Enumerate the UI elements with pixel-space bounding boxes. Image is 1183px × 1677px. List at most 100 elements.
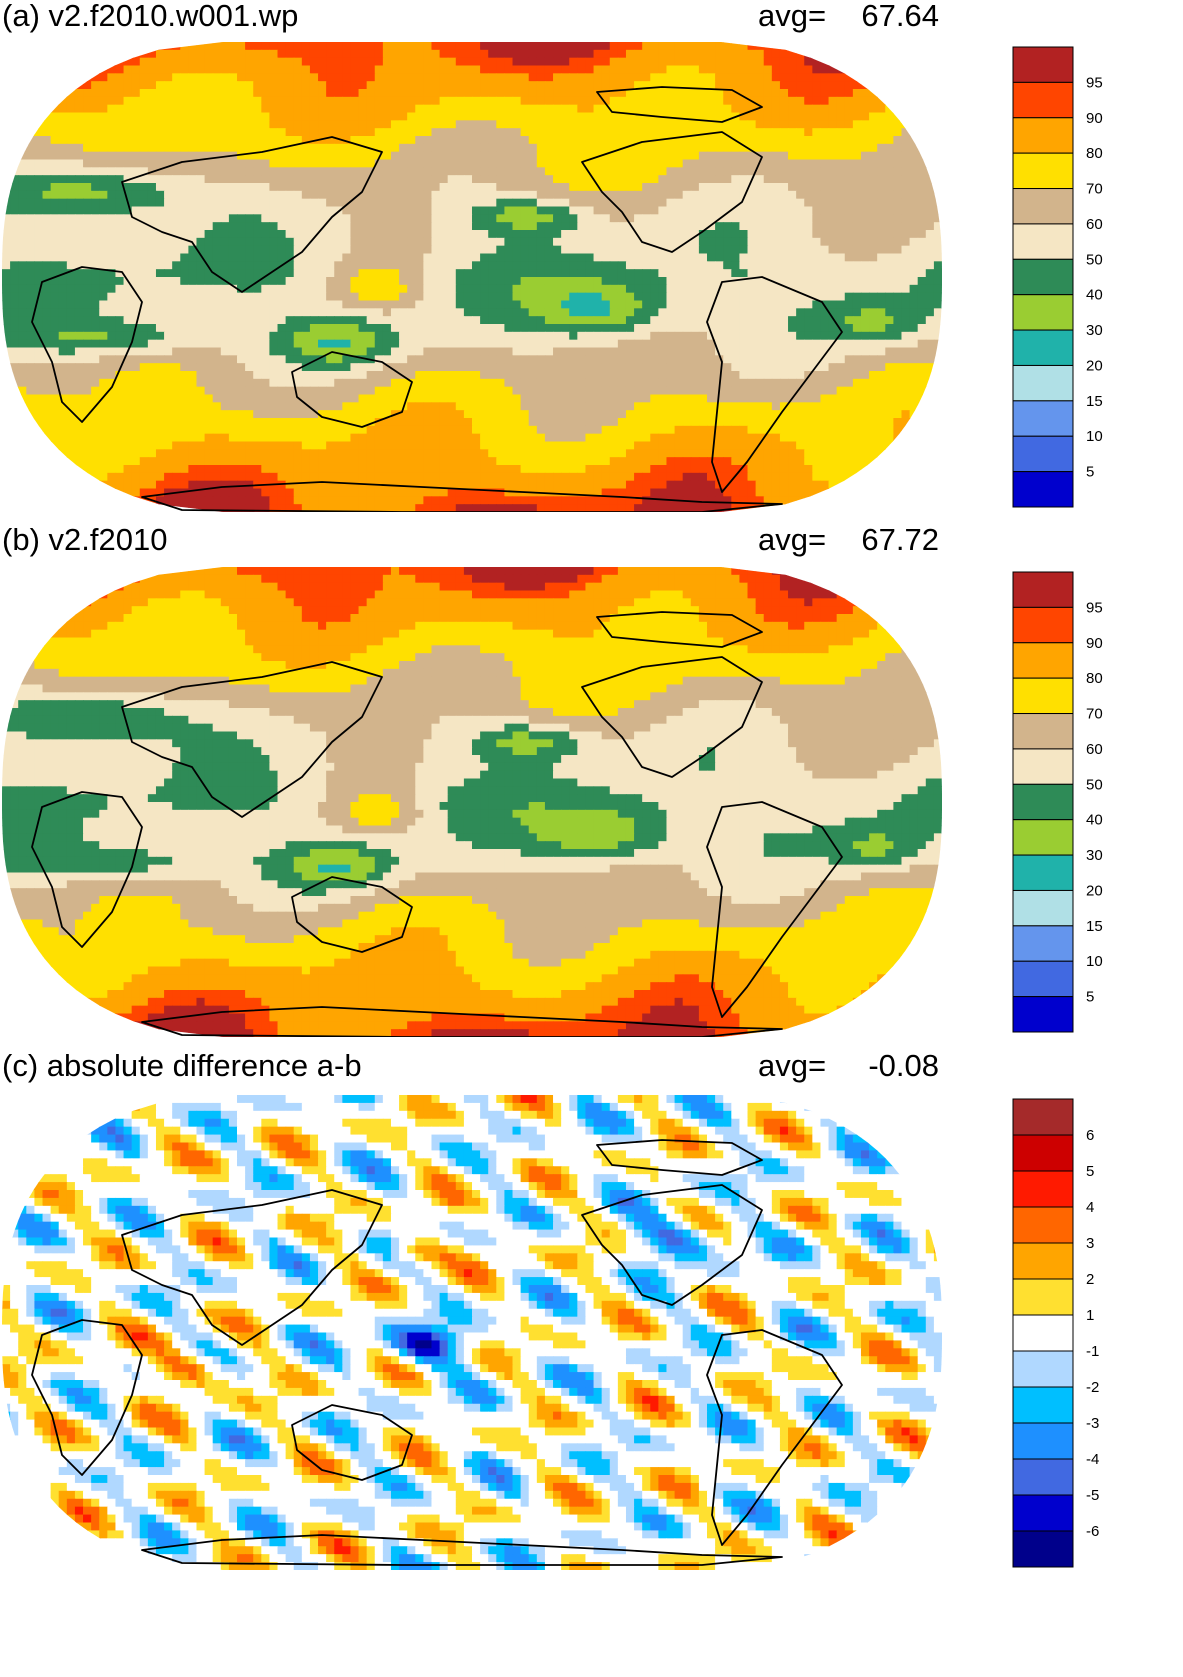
panel-c-colorbar-label: 3 — [1086, 1235, 1094, 1252]
panel-a-colorbar-swatch — [1012, 81, 1074, 119]
panel-a-coastline-segment — [141, 481, 783, 512]
panel-b-colorbar-label: 50 — [1086, 776, 1103, 793]
panel-c-colorbar-label: 2 — [1086, 1271, 1094, 1288]
panel-b-colorbar-swatch — [1012, 996, 1074, 1033]
panel-b-map — [2, 567, 942, 1037]
panel-a-colorbar-label: 5 — [1086, 464, 1094, 481]
panel-c-coastline-segment — [291, 1404, 413, 1481]
panel-c-title: (c) absolute difference a-b — [2, 1048, 362, 1084]
panel-a-colorbar-label: 15 — [1086, 393, 1103, 410]
panel-c-coastline-segment — [581, 1184, 763, 1306]
panel-c-colorbar-swatch — [1012, 1278, 1074, 1316]
panel-b-colorbar-swatch — [1012, 854, 1074, 891]
panel-c-colorbar-label: -5 — [1086, 1487, 1099, 1504]
panel-c-colorbar-label: -1 — [1086, 1343, 1099, 1360]
panel-b-colorbar-swatch — [1012, 960, 1074, 998]
panel-c-avg-label: avg= — [758, 1048, 826, 1084]
panel-b-colorbar-label: 20 — [1086, 882, 1103, 899]
panel-b-avg-label: avg= — [758, 522, 826, 558]
panel-a-avg-value: 67.64 — [861, 0, 939, 34]
panel-b-coastline-segment — [31, 791, 143, 948]
panel-c-colorbar-swatch — [1012, 1350, 1074, 1388]
panel-c-colorbar: 6 5 4 3 2 1 -1 -2 -3 -4 -5 -6 — [1012, 1098, 1099, 1568]
panel-c-coastline-segment — [706, 1329, 843, 1546]
panel-b-colorbar-label: 60 — [1086, 741, 1103, 758]
panel-c-colorbar-label: 1 — [1086, 1307, 1094, 1324]
panel-b-coastline-segment — [141, 1006, 783, 1037]
panel-a-colorbar-label: 10 — [1086, 428, 1103, 445]
panel-a-field — [2, 42, 942, 512]
panel-c-colorbar-label: -6 — [1086, 1523, 1099, 1540]
panel-b-field — [2, 567, 942, 1037]
panel-b-coastlines — [31, 611, 843, 1037]
panel-a-map — [2, 42, 942, 512]
panel-a-colorbar-swatch — [1012, 294, 1074, 331]
panel-a-colorbar-swatch — [1012, 117, 1074, 154]
panel-a-colorbar-swatch — [1012, 46, 1074, 83]
panel-a-colorbar-label: 70 — [1086, 181, 1103, 198]
panel-a-colorbar-label: 60 — [1086, 216, 1103, 233]
panel-c-avg-value: -0.08 — [868, 1048, 939, 1084]
panel-c-colorbar-swatch — [1012, 1206, 1074, 1244]
panel-b-colorbar-label: 80 — [1086, 670, 1103, 687]
panel-a-colorbar-label: 90 — [1086, 110, 1103, 127]
panel-b-colorbar-swatch — [1012, 571, 1074, 608]
panel-b-avg-value: 67.72 — [861, 522, 939, 558]
panel-c-colorbar-swatch — [1012, 1098, 1074, 1136]
panel-c-colorbar-label: 5 — [1086, 1163, 1094, 1180]
panel-b-colorbar-swatch — [1012, 713, 1074, 750]
panel-a-colorbar: 95 90 80 70 60 50 40 30 20 15 10 5 — [1012, 46, 1103, 508]
panel-c-map — [2, 1095, 942, 1570]
panel-a-colorbar-label: 50 — [1086, 251, 1103, 268]
panel-b-colorbar-label: 30 — [1086, 847, 1103, 864]
panel-b-colorbar-swatch — [1012, 819, 1074, 856]
panel-c-colorbar-label: 4 — [1086, 1199, 1094, 1216]
panel-b-colorbar-label: 5 — [1086, 989, 1094, 1006]
panel-a-title: (a) v2.f2010.w001.wp — [2, 0, 298, 34]
panel-b-title: (b) v2.f2010 — [2, 522, 167, 558]
panel-b-colorbar-label: 95 — [1086, 599, 1103, 616]
panel-b-colorbar-label: 70 — [1086, 706, 1103, 723]
panel-c-colorbar-swatch — [1012, 1314, 1074, 1352]
panel-c-colorbar-swatch — [1012, 1134, 1074, 1172]
panel-a-colorbar-swatch — [1012, 223, 1074, 260]
panel-b-colorbar-swatch — [1012, 925, 1074, 962]
panel-b-colorbar-swatch — [1012, 677, 1074, 715]
panel-a-colorbar-swatch — [1012, 400, 1074, 437]
panel-c-colorbar-swatch — [1012, 1170, 1074, 1208]
panel-a-colorbar-swatch — [1012, 152, 1074, 190]
panel-c-coastline-segment — [31, 1319, 143, 1476]
panel-c-colorbar-swatch — [1012, 1386, 1074, 1424]
panel-a-colorbar-swatch — [1012, 435, 1074, 473]
panel-a-coastline-segment — [596, 86, 763, 123]
panel-b-coastline-segment — [121, 661, 383, 818]
panel-b-coastline-segment — [596, 611, 763, 648]
panel-c-colorbar-swatch — [1012, 1494, 1074, 1532]
panel-b-colorbar: 95 90 80 70 60 50 40 30 20 15 10 5 — [1012, 571, 1103, 1033]
panel-b-colorbar-label: 90 — [1086, 635, 1103, 652]
panel-c-colorbar-label: -3 — [1086, 1415, 1099, 1432]
panel-b-colorbar-swatch — [1012, 748, 1074, 785]
panel-b-coastline-segment — [581, 656, 763, 778]
panel-c-coastlines — [31, 1139, 843, 1566]
panel-a-coastline-segment — [121, 136, 383, 293]
panel-a-colorbar-label: 80 — [1086, 145, 1103, 162]
panel-a-colorbar-label: 20 — [1086, 357, 1103, 374]
panel-a-colorbar-label: 30 — [1086, 322, 1103, 339]
panel-c-colorbar-swatch — [1012, 1458, 1074, 1496]
panel-a-coastline-segment — [291, 351, 413, 428]
panel-c-colorbar-swatch — [1012, 1530, 1074, 1568]
panel-c-colorbar-swatch — [1012, 1422, 1074, 1460]
panel-a-coastline-segment — [581, 131, 763, 253]
panel-b-coastline-segment — [291, 876, 413, 953]
panel-c-colorbar-swatch — [1012, 1242, 1074, 1280]
panel-a-coastline-segment — [706, 276, 843, 493]
panel-b-colorbar-label: 15 — [1086, 918, 1103, 935]
panel-c-field — [2, 1095, 942, 1570]
panel-a-colorbar-swatch — [1012, 471, 1074, 508]
panel-a-colorbar-label: 40 — [1086, 287, 1103, 304]
panel-b-colorbar-label: 40 — [1086, 812, 1103, 829]
panel-c-colorbar-label: 6 — [1086, 1127, 1094, 1144]
panel-a-avg-label: avg= — [758, 0, 826, 34]
panel-a-colorbar-swatch — [1012, 258, 1074, 296]
